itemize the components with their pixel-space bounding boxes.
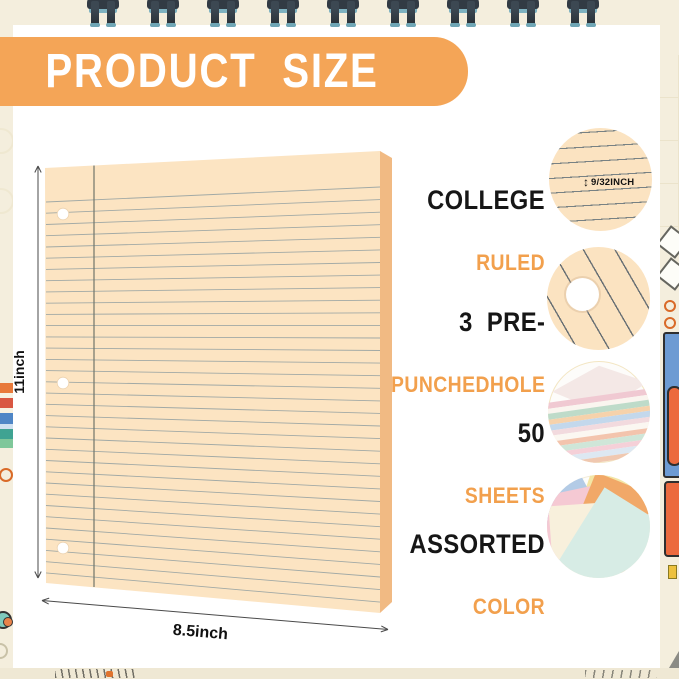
line-spacing-value: 9/32INCH [591, 176, 635, 188]
spiral-binding-icon [207, 0, 239, 29]
spiral-binding-icon [507, 0, 539, 29]
coil-doodle-icon [664, 317, 676, 329]
cartoon-illustration [664, 481, 679, 557]
orange-dot-doodle [106, 671, 113, 677]
ruled-lines [45, 186, 381, 603]
paper-side-edge [380, 151, 392, 613]
punch-hole [56, 541, 70, 555]
feature-label-punched-hole: 3 PRE- PUNCHEDHOLE [370, 273, 545, 431]
stack-layers [548, 387, 650, 463]
measure-arrow-icon: ↕ [583, 175, 589, 189]
spiral-binding-icon [267, 0, 299, 29]
scribble-doodle [585, 670, 657, 678]
bottom-edge-decoration [0, 668, 679, 679]
punch-hole [56, 376, 70, 390]
feature-label-assorted-color: ASSORTED COLOR [391, 495, 545, 653]
coil-doodle-icon [664, 300, 676, 312]
punch-hole [56, 207, 70, 221]
assorted-papers-circle-icon [547, 475, 650, 578]
feature-primary-text: ASSORTED [409, 529, 545, 559]
doodle-ring-icon [0, 468, 13, 482]
cartoon-illustration [669, 644, 679, 668]
feature-label-sheet-count: 50 SHEETS [454, 384, 545, 542]
title-banner: PRODUCT SIZE [0, 37, 468, 106]
spiral-binding [87, 0, 599, 31]
feature-secondary-text: COLOR [472, 594, 545, 619]
height-dimension: 11inch [11, 165, 42, 579]
feature-secondary-text: PUNCHEDHOLE [390, 372, 545, 397]
feature-primary-text: 3 PRE- [458, 307, 545, 337]
paper-face [45, 151, 380, 613]
punched-hole-graphic [566, 278, 599, 311]
height-label: 11inch [11, 350, 27, 394]
punched-hole-circle-icon [547, 247, 650, 350]
scribble-doodle [55, 669, 137, 678]
grid-doodle [660, 55, 679, 235]
feature-label-college-ruled: COLLEGE RULED [411, 151, 545, 309]
page-title: PRODUCT SIZE [45, 45, 379, 98]
spiral-binding-icon [387, 0, 419, 29]
spiral-binding-icon [327, 0, 359, 29]
spiral-binding-icon [147, 0, 179, 29]
paper-size-diagram: 11inch 8.5inch [11, 151, 392, 644]
stacked-books-illustration [0, 383, 13, 448]
cartoon-illustration [667, 386, 679, 466]
paper-slat-illustration [660, 257, 679, 291]
width-dimension: 8.5inch [41, 597, 389, 644]
left-edge-decoration [0, 0, 13, 668]
feature-secondary-text: SHEETS [464, 483, 545, 508]
width-label: 8.5inch [172, 622, 228, 644]
cartoon-illustration [0, 611, 13, 629]
sheet-stack-circle-icon [548, 361, 650, 463]
right-edge-decoration [660, 0, 679, 668]
feature-primary-text: COLLEGE [427, 185, 545, 215]
feature-secondary-text: RULED [476, 250, 545, 275]
cartoon-illustration [668, 565, 677, 579]
ruled-paper-circle-icon: ↕ 9/32INCH [549, 128, 652, 231]
spiral-binding-icon [567, 0, 599, 29]
feature-primary-text: 50 [517, 418, 545, 448]
spiral-binding-icon [447, 0, 479, 29]
spiral-binding-icon [87, 0, 119, 29]
line-spacing-annotation: ↕ 9/32INCH [583, 176, 634, 188]
